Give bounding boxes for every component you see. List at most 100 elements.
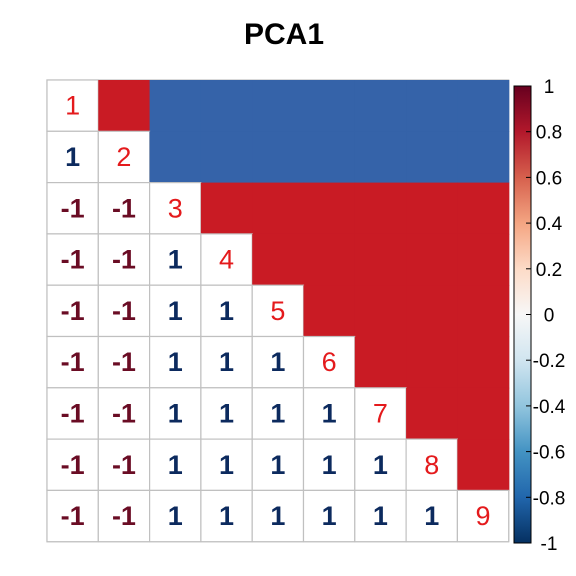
- correlation-value: 1: [270, 398, 285, 428]
- correlation-value: -1: [61, 501, 85, 531]
- heatmap-cell: [406, 182, 458, 235]
- heatmap-cell: [252, 233, 305, 286]
- correlation-value: 1: [219, 450, 234, 480]
- heatmap-cell: [457, 80, 510, 132]
- number-cell: [149, 284, 202, 338]
- number-cell: [200, 335, 253, 389]
- number-cell: [46, 233, 99, 286]
- colorbar-tick-label: 0: [544, 306, 555, 327]
- correlation-value: 1: [168, 347, 183, 377]
- number-cell: [97, 335, 151, 389]
- number-cell: [200, 489, 253, 543]
- heatmap-cell: [406, 131, 458, 184]
- heatmap-cell: [457, 387, 510, 440]
- correlation-value: 1: [322, 450, 337, 480]
- number-cell: [302, 335, 356, 389]
- correlation-value: 1: [219, 398, 234, 428]
- correlation-value: 1: [373, 501, 388, 531]
- correlation-value: 1: [270, 450, 285, 480]
- diagonal-label: 8: [424, 450, 439, 480]
- number-cell: [46, 284, 99, 338]
- correlation-value: 1: [322, 398, 337, 428]
- heatmap-cell: [457, 439, 510, 491]
- number-cell: [149, 489, 202, 543]
- number-cell: [46, 387, 99, 440]
- colorbar-tick-label: 0.2: [536, 260, 562, 281]
- number-cell: [354, 387, 407, 440]
- heatmap-cell: [354, 80, 407, 132]
- correlation-value: 1: [168, 398, 183, 428]
- correlation-value: 1: [65, 142, 80, 172]
- diagonal-label: 5: [270, 296, 285, 326]
- diagonal-label: 6: [322, 347, 337, 377]
- heatmap-cell: [303, 182, 356, 235]
- colorbar-tick-label: 0.6: [536, 168, 562, 189]
- number-cell: [405, 489, 459, 543]
- correlation-value: -1: [61, 398, 85, 428]
- number-cell: [46, 489, 99, 543]
- correlation-value: -1: [112, 450, 136, 480]
- colorbar-tick-label: -1: [541, 534, 558, 555]
- heatmap-cell: [149, 80, 202, 132]
- chart-title: PCA1: [244, 18, 324, 51]
- correlation-value: 1: [219, 347, 234, 377]
- heatmap-cell: [354, 182, 407, 235]
- number-cell: [251, 489, 305, 543]
- heatmap-cell: [200, 131, 253, 184]
- heatmap-cell: [457, 131, 510, 184]
- heatmap-cell: [303, 80, 356, 132]
- colorbar-tick-label: 0.4: [536, 214, 563, 235]
- heatmap-cell: [200, 80, 253, 132]
- correlation-value: -1: [61, 193, 85, 223]
- diagonal-label: 2: [116, 142, 131, 172]
- colorbar-tick-label: -0.8: [533, 488, 566, 509]
- colorbar-tick-label: 1: [544, 77, 555, 98]
- number-cell: [251, 387, 305, 440]
- correlation-value: 1: [270, 501, 285, 531]
- colorbar-tick-label: 0.8: [536, 123, 562, 144]
- number-cell: [251, 284, 305, 338]
- colorbar-tick-label: -0.2: [533, 351, 566, 372]
- heatmap-cell: [98, 80, 151, 132]
- heatmap-cell: [406, 80, 458, 132]
- number-cell: [302, 387, 356, 440]
- correlation-value: -1: [61, 245, 85, 275]
- heatmap-cell: [200, 182, 253, 235]
- heatmap-cell: [406, 336, 458, 389]
- heatmap-cell: [457, 336, 510, 389]
- diagonal-label: 4: [219, 245, 234, 275]
- heatmap-cell: [457, 285, 510, 338]
- number-cell: [97, 182, 151, 235]
- heatmap-cell: [149, 131, 202, 184]
- correlation-value: 1: [322, 501, 337, 531]
- correlation-value: -1: [61, 450, 85, 480]
- heatmap-cell: [252, 131, 305, 184]
- diagonal-label: 3: [168, 193, 183, 223]
- heatmap-cell: [303, 285, 356, 338]
- correlation-value: 1: [168, 296, 183, 326]
- correlation-value: -1: [61, 296, 85, 326]
- correlation-value: 1: [168, 245, 183, 275]
- correlation-value: 1: [424, 501, 439, 531]
- heatmap-cell: [406, 387, 458, 440]
- heatmap-cell: [354, 131, 407, 184]
- correlation-value: -1: [112, 193, 136, 223]
- number-cell: [302, 489, 356, 543]
- number-cell: [354, 438, 407, 492]
- correlation-value: -1: [112, 296, 136, 326]
- heatmap-cell: [457, 233, 510, 286]
- correlation-value: 1: [373, 450, 388, 480]
- heatmap-cell: [303, 131, 356, 184]
- correlation-value: 1: [168, 450, 183, 480]
- heatmap-cell: [406, 233, 458, 286]
- correlation-value: -1: [61, 347, 85, 377]
- correlation-value: 1: [168, 501, 183, 531]
- correlation-value: -1: [112, 501, 136, 531]
- correlation-value: -1: [112, 398, 136, 428]
- heatmap-cell: [354, 336, 407, 389]
- heatmap-cell: [252, 80, 305, 132]
- number-cell: [251, 335, 305, 389]
- heatmap-cells: 1 1 2 -1 -1 3 -1 -1 1 4 -1 -1 1 1 5 -1 -1 1 1 1 6 -1 -1 1 1 1 1 7 -1…: [46, 79, 510, 543]
- correlation-value: 1: [219, 501, 234, 531]
